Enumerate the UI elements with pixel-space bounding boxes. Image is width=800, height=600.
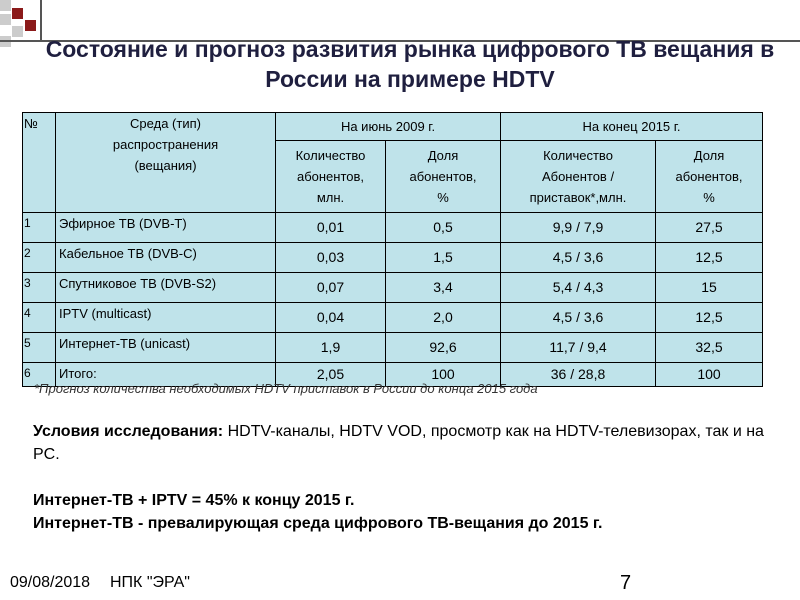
table-cell: 11,7 / 9,4: [500, 332, 657, 363]
table-row: 4 IPTV (multicast) 0,04 2,0 4,5 / 3,6 12,5: [22, 302, 764, 333]
table-cell: 2,0: [384, 302, 502, 333]
table-cell: 9,9 / 7,9: [500, 212, 657, 243]
table-cell: 2: [22, 242, 56, 273]
table-cell: 0,5: [384, 212, 502, 243]
footer-org: НПК "ЭРА": [110, 574, 190, 591]
note: Интернет-ТВ + IPTV = 45% к концу 2015 г.: [33, 492, 355, 509]
table-cell: Количество абонентов, млн.: [275, 140, 386, 213]
table-cell: 3: [22, 272, 56, 303]
footer-date: 09/08/2018: [10, 574, 91, 591]
table-cell: 12,5: [655, 242, 764, 273]
table-cell: 1,5: [384, 242, 502, 273]
table-cell: Среда (тип) распространения (вещания): [55, 112, 276, 213]
table-cell: На конец 2015 г.: [500, 112, 764, 141]
decor-line: [40, 0, 42, 42]
decor: [0, 0, 11, 11]
table-cell: 27,5: [655, 212, 764, 243]
decor-line: [0, 40, 800, 42]
footnote: *Прогноз количества необходимых HDTV при…: [34, 381, 538, 396]
table: № Среда (тип) распространения (вещания) На…: [22, 112, 764, 387]
table-cell: 0,07: [275, 272, 386, 303]
table-cell: 5,4 / 4,3: [500, 272, 657, 303]
table-cell: 100: [384, 362, 502, 387]
table-cell: 2,05: [275, 362, 386, 387]
table-row: 1 Эфирное ТВ (DVB-T) 0,01 0,5 9,9 / 7,9 27,5: [22, 212, 764, 243]
table-cell: 15: [655, 272, 764, 303]
table-cell: 36 / 28,8: [500, 362, 657, 387]
table-cell: Кабельное ТВ (DVB-C): [55, 242, 276, 273]
page-number: 7: [620, 572, 632, 594]
conditions: Условия исследования: HDTV-каналы, HDTV …: [33, 420, 773, 466]
decor: [12, 26, 23, 37]
decor: [0, 14, 11, 25]
table-cell: 4: [22, 302, 56, 333]
table-cell: 12,5: [655, 302, 764, 333]
table-row: № Среда (тип) распространения (вещания) На…: [22, 112, 764, 213]
table-cell: №: [22, 112, 56, 213]
decor: [12, 8, 23, 19]
table-cell: 0,01: [275, 212, 386, 243]
conditions-text: HDTV-каналы, HDTV VOD, просмотр как на H…: [33, 423, 764, 463]
table-cell: 1,9: [275, 332, 386, 363]
table-cell: Итого:: [55, 362, 276, 387]
table-cell: Количество Абонентов / приставок*,млн.: [500, 140, 657, 213]
table-cell: 1: [22, 212, 56, 243]
table-cell: Доля абонентов, %: [655, 140, 764, 213]
conditions-label: Условия исследования:: [33, 423, 224, 440]
table-cell: IPTV (multicast): [55, 302, 276, 333]
table-cell: 5: [22, 332, 56, 363]
table-row: 2 Кабельное ТВ (DVB-C) 0,03 1,5 4,5 / 3,6 12,…: [22, 242, 764, 273]
table-cell: 100: [655, 362, 764, 387]
table-cell: Спутниковое ТВ (DVB-S2): [55, 272, 276, 303]
table-row: 5 Интернет-ТВ (unicast) 1,9 92,6 11,7 / 9,4 3…: [22, 332, 764, 363]
table-cell: 92,6: [384, 332, 502, 363]
table-cell: 4,5 / 3,6: [500, 302, 657, 333]
table-cell: Интернет-ТВ (unicast): [55, 332, 276, 363]
table-cell: 0,04: [275, 302, 386, 333]
note: Интернет-ТВ - превалирующая среда цифров…: [33, 515, 603, 532]
table-cell: 32,5: [655, 332, 764, 363]
decor: [25, 20, 36, 31]
table-cell: Доля абонентов, %: [384, 140, 502, 213]
table-cell: 0,03: [275, 242, 386, 273]
table-cell: Эфирное ТВ (DVB-T): [55, 212, 276, 243]
table-row: 3 Спутниковое ТВ (DVB-S2) 0,07 3,4 5,4 / 4,3…: [22, 272, 764, 303]
table-cell: 4,5 / 3,6: [500, 242, 657, 273]
table-row: Количество абонентов, млн. Доля абонентов…: [23, 140, 764, 213]
table-cell: На июнь 2009 г.: [274, 112, 502, 141]
table-cell: 3,4: [384, 272, 502, 303]
body-text: Условия исследования: HDTV-каналы, HDTV …: [33, 420, 773, 535]
title: Состояние и прогноз развития рынка цифро…: [45, 36, 775, 92]
table-row: 6 Итого: 2,05 100 36 / 28,8 100: [22, 362, 764, 387]
